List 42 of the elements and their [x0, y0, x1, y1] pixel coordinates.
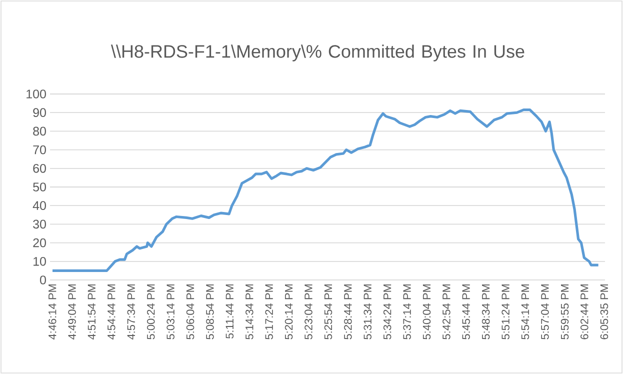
y-tick-label: 60 — [33, 164, 46, 173]
y-tick-label: 100 — [26, 90, 46, 98]
x-tick-label: 4:57:34 PM — [127, 284, 136, 340]
y-tick-label: 50 — [33, 182, 46, 192]
x-tick-label: 5:28:44 PM — [344, 284, 352, 340]
x-tick-label: 5:34:24 PM — [383, 284, 392, 340]
y-tick-label: 40 — [32, 201, 46, 210]
y-tick-label: 90 — [33, 108, 46, 118]
chart-title: \\H8-RDS-F1-1\Memory\% Committed Bytes In Use — [110, 44, 524, 62]
x-tick-label: 6:05:35 PM — [600, 284, 608, 340]
x-tick-label: 5:25:54 PM — [324, 284, 332, 340]
x-tick-label: 5:51:24 PM — [502, 284, 510, 340]
y-tick-label: 30 — [33, 220, 46, 229]
x-tick-label: 5:48:34 PM — [482, 284, 490, 340]
x-tick-label: 5:17:24 PM — [265, 284, 273, 340]
x-tick-label: 5:14:34 PM — [246, 284, 254, 340]
x-tick-label: 5:20:14 PM — [284, 284, 293, 340]
y-tick-label: 20 — [33, 238, 46, 248]
x-tick-label: 5:42:54 PM — [442, 284, 450, 340]
x-tick-label: 5:23:04 PM — [304, 284, 312, 340]
x-tick-label: 4:46:14 PM — [48, 284, 56, 340]
x-tick-label: 4:51:54 PM — [88, 284, 96, 340]
y-tick-label: 10 — [34, 256, 46, 266]
x-tick-label: 5:54:14 PM — [521, 284, 530, 340]
x-tick-label: 5:11:44 PM — [226, 284, 234, 339]
x-tick-label: 5:59:55 PM — [560, 284, 569, 340]
y-tick-label: 0 — [40, 276, 46, 284]
x-tick-label: 5:57:04 PM — [541, 284, 549, 340]
x-tick-label: 5:06:04 PM — [186, 284, 194, 340]
x-tick-label: 5:03:14 PM — [166, 284, 174, 340]
x-tick-label: 5:37:14 PM — [403, 284, 411, 340]
line-series — [51, 108, 600, 272]
x-tick-label: 4:54:44 PM — [108, 284, 116, 340]
x-tick-label: 5:31:34 PM — [364, 284, 372, 340]
x-tick-label: 5:40:04 PM — [422, 284, 431, 340]
y-tick-label: 70 — [33, 145, 46, 154]
y-tick-label: 80 — [33, 126, 46, 136]
x-tick-label: 6:02:44 PM — [580, 284, 588, 340]
x-tick-label: 5:45:44 PM — [462, 284, 470, 340]
x-tick-label: 4:49:04 PM — [68, 284, 76, 340]
x-tick-label: 5:00:24 PM — [146, 284, 155, 340]
x-tick-label: 5:08:54 PM — [206, 284, 214, 340]
